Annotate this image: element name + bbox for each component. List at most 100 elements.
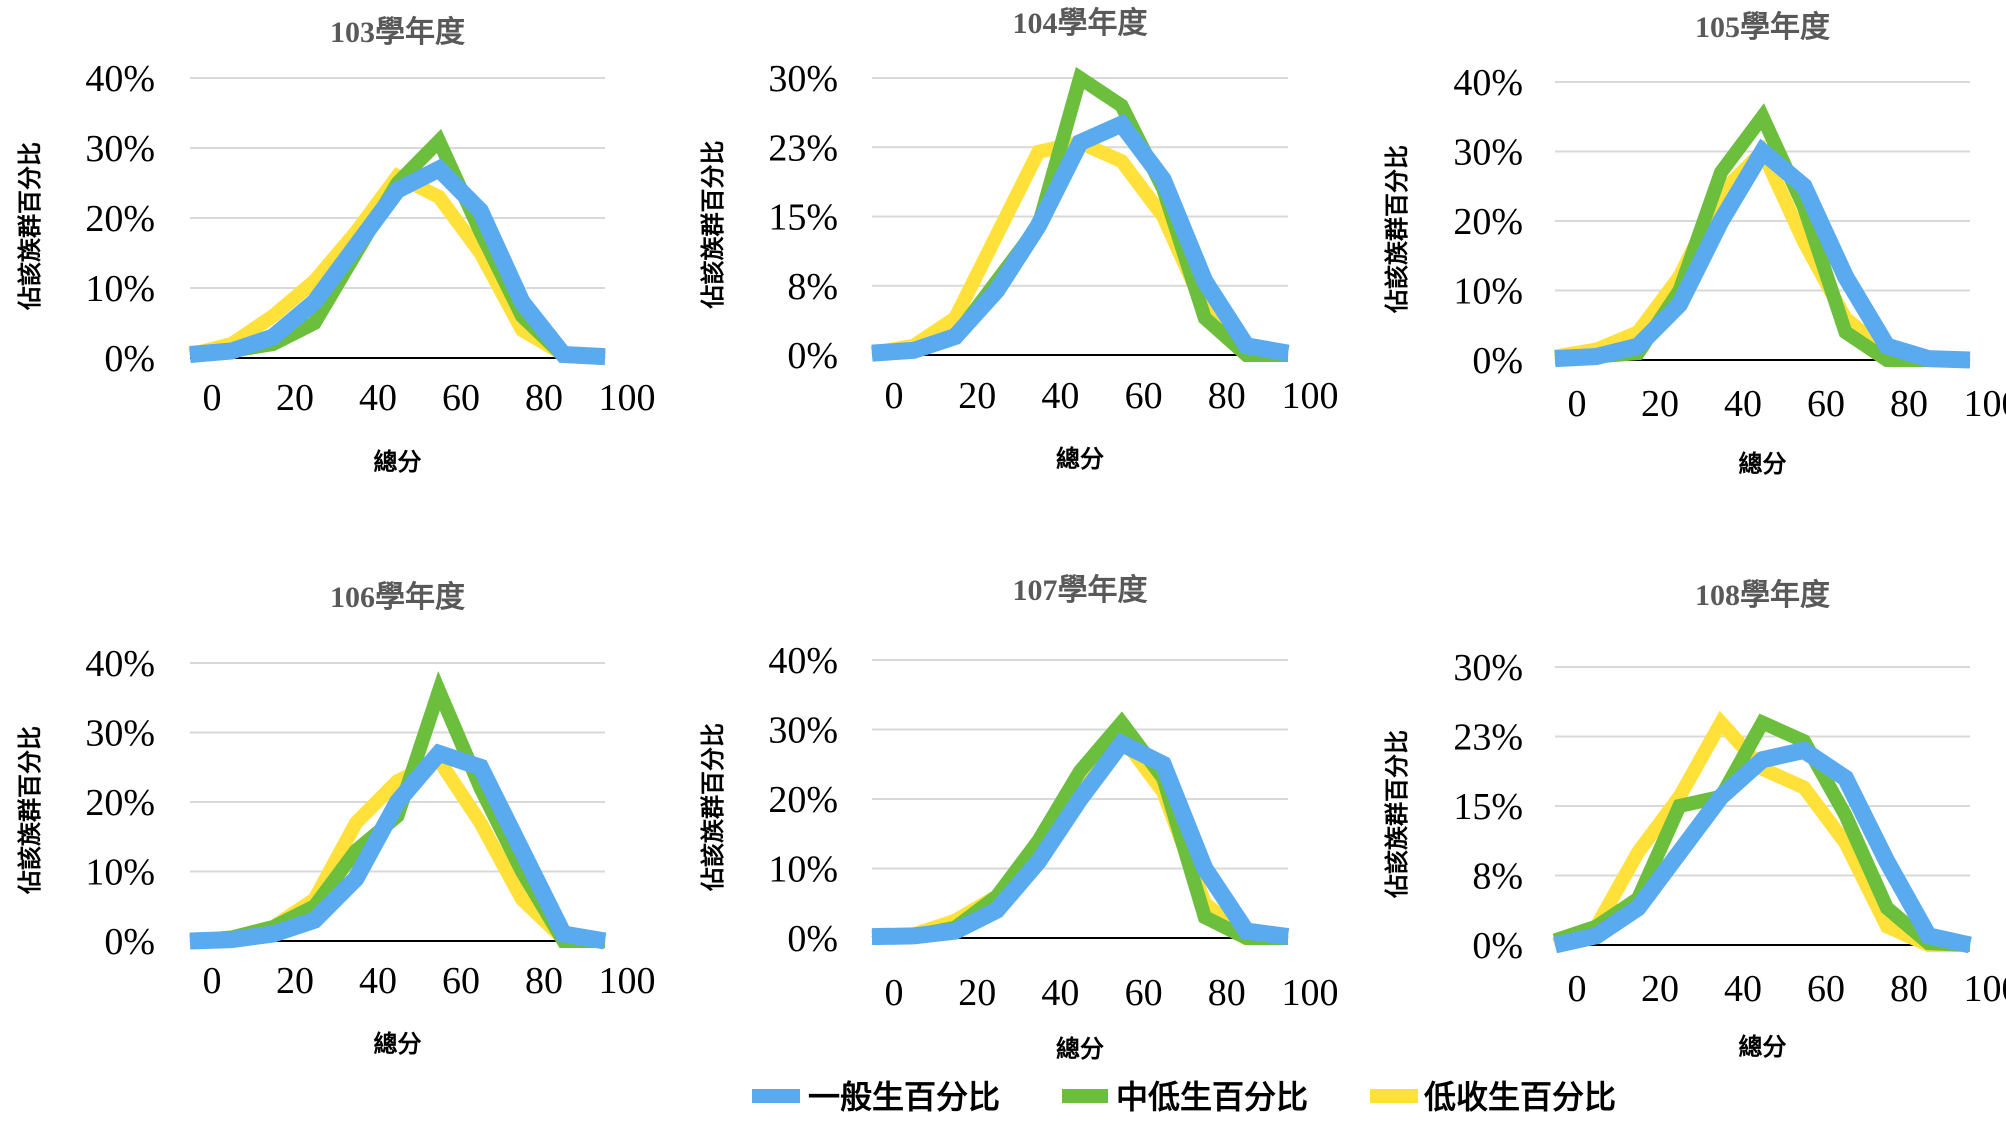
x-axis-label: 總分	[1056, 1035, 1104, 1063]
legend-label: 一般生百分比	[808, 1079, 1000, 1115]
x-tick-label: 80	[1890, 968, 1928, 1010]
data-point-general	[1246, 345, 1247, 346]
data-point-mid-low	[1121, 722, 1122, 723]
data-point-low	[1804, 787, 1805, 788]
data-point-low	[439, 197, 440, 198]
chart-panel-3: 0%10%20%30%40%020406080100105學年度總分佔該族群百分…	[1383, 11, 2006, 478]
data-point-low	[1163, 216, 1164, 217]
data-point-mid-low	[314, 906, 315, 907]
legend-label: 中低生百分比	[1116, 1079, 1308, 1115]
x-tick-label: 20	[276, 960, 314, 1002]
data-point-low	[1638, 332, 1639, 333]
data-point-low	[522, 330, 523, 331]
data-point-general	[1288, 353, 1289, 354]
x-tick-label: 0	[203, 377, 222, 419]
data-point-general	[356, 246, 357, 247]
data-point-low	[996, 234, 997, 235]
data-point-low	[1121, 161, 1122, 162]
data-point-low	[522, 899, 523, 900]
data-point-low	[480, 253, 481, 254]
data-point-general	[1080, 142, 1081, 143]
x-tick-label: 80	[525, 960, 563, 1002]
x-tick-label: 40	[359, 377, 397, 419]
x-axis-label: 總分	[1739, 450, 1787, 478]
legend: 一般生百分比 中低生百分比 低收生百分比	[752, 1079, 1616, 1115]
x-tick-label: 0	[1568, 968, 1587, 1010]
x-tick-label: 60	[1807, 968, 1845, 1010]
data-point-general	[1555, 945, 1556, 946]
data-point-general	[872, 353, 873, 354]
chart-title: 105學年度	[1695, 11, 1830, 44]
y-axis-label: 佔該族群百分比	[1383, 145, 1411, 314]
x-tick-label: 20	[1641, 968, 1679, 1010]
data-point-general	[480, 767, 481, 768]
data-point-mid-low	[356, 850, 357, 851]
x-tick-label: 80	[1208, 375, 1246, 417]
data-point-general	[1121, 124, 1122, 125]
x-tick-label: 100	[599, 377, 656, 419]
data-point-general	[1204, 281, 1205, 282]
data-point-general	[1163, 764, 1164, 765]
data-point-mid-low	[1679, 806, 1680, 807]
data-point-general	[996, 910, 997, 911]
x-tick-label: 0	[203, 960, 222, 1002]
y-tick-label: 10%	[768, 849, 838, 891]
data-point-mid-low	[522, 871, 523, 872]
y-axis-label: 佔該族群百分比	[699, 723, 727, 892]
y-tick-label: 30%	[1453, 132, 1523, 174]
x-tick-label: 20	[1641, 383, 1679, 425]
y-axis-label: 佔該族群百分比	[699, 141, 727, 310]
x-axis-label: 總分	[374, 1030, 422, 1058]
data-point-general	[1970, 945, 1971, 946]
data-point-low	[1638, 852, 1639, 853]
data-point-general	[605, 941, 606, 942]
data-point-mid-low	[1204, 318, 1205, 319]
data-point-low	[1721, 722, 1722, 723]
y-tick-label: 30%	[85, 713, 155, 755]
y-tick-label: 10%	[85, 268, 155, 310]
y-tick-label: 0%	[104, 338, 155, 380]
series-line-general	[1555, 152, 1970, 361]
y-tick-label: 10%	[1453, 271, 1523, 313]
data-point-mid-low	[1845, 332, 1846, 333]
data-point-general	[955, 931, 956, 932]
data-point-general	[1845, 778, 1846, 779]
data-point-general	[872, 936, 873, 937]
y-tick-label: 40%	[85, 58, 155, 100]
y-axis-label: 佔該族群百分比	[1383, 730, 1411, 899]
data-point-mid-low	[1246, 355, 1247, 356]
y-axis-label: 佔該族群百分比	[16, 142, 44, 311]
data-point-mid-low	[314, 323, 315, 324]
data-point-general	[231, 939, 232, 940]
y-tick-label: 0%	[787, 335, 838, 377]
x-tick-label: 20	[958, 972, 996, 1014]
data-point-general	[314, 920, 315, 921]
data-point-general	[397, 802, 398, 803]
y-tick-label: 40%	[85, 643, 155, 685]
data-point-low	[1038, 151, 1039, 152]
data-point-general	[1038, 861, 1039, 862]
x-tick-label: 80	[1890, 383, 1928, 425]
y-tick-label: 40%	[768, 640, 838, 682]
data-point-general	[397, 190, 398, 191]
x-tick-label: 0	[1568, 383, 1587, 425]
x-tick-label: 100	[1964, 968, 2006, 1010]
x-tick-label: 60	[442, 960, 480, 1002]
data-point-mid-low	[1080, 771, 1081, 772]
y-tick-label: 8%	[1472, 856, 1523, 898]
data-point-general	[314, 302, 315, 303]
data-point-mid-low	[439, 690, 440, 691]
data-point-mid-low	[439, 141, 440, 142]
y-tick-label: 0%	[1472, 925, 1523, 967]
x-tick-label: 0	[885, 972, 904, 1014]
y-tick-label: 20%	[1453, 201, 1523, 243]
data-point-general	[1080, 799, 1081, 800]
legend-label: 低收生百分比	[1424, 1079, 1616, 1115]
data-point-general	[1121, 743, 1122, 744]
data-point-general	[1204, 868, 1205, 869]
x-tick-label: 60	[1125, 972, 1163, 1014]
x-tick-label: 100	[599, 960, 656, 1002]
data-point-mid-low	[1762, 722, 1763, 723]
